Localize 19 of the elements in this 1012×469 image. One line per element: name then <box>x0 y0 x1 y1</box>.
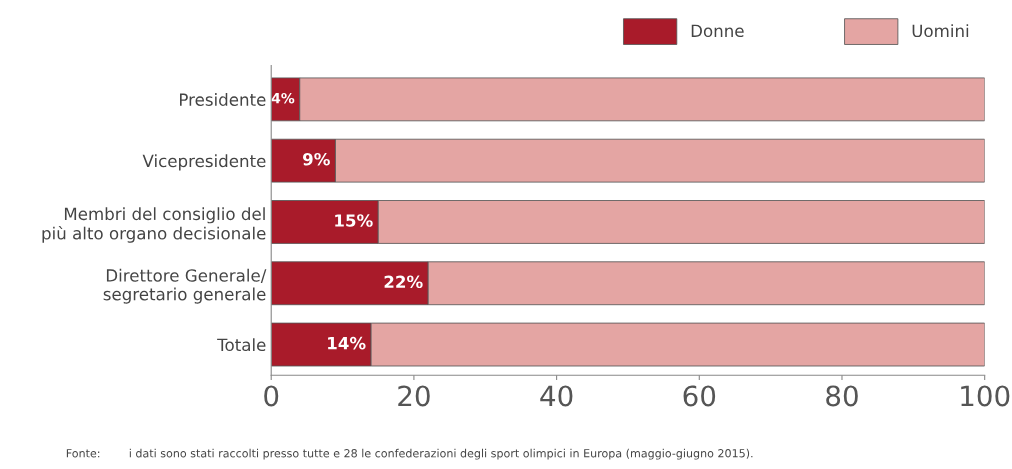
legend-label: Uomini <box>912 24 969 38</box>
x-tick-label: 80 <box>826 385 858 407</box>
x-tick-label: 20 <box>398 385 430 407</box>
data-label: 4% <box>271 92 295 104</box>
x-tick-label: 60 <box>683 385 716 407</box>
x-tick-label: 40 <box>540 385 573 407</box>
data-label: 14% <box>328 336 366 350</box>
y-tick-label: Vicepresidente <box>142 154 266 171</box>
x-tick-label: 0 <box>264 385 279 407</box>
data-label: 22% <box>384 275 423 289</box>
y-tick-label: Presidente <box>180 93 266 106</box>
data-label: 9% <box>303 152 330 166</box>
legend-label: Donne <box>691 24 744 38</box>
y-tick-label: Membri del consiglio del più alto organo decisionale <box>42 207 266 243</box>
x-tick-label: 100 <box>961 385 1010 407</box>
data-label: 15% <box>335 214 373 227</box>
y-tick-label: Totale <box>217 338 266 352</box>
source-note: Fonte: i dati sono stati raccolti presso tutte e 28 le confederazioni degli sport olimpici in Europa (maggio-giugno 2015). <box>66 448 753 460</box>
y-tick-label: Direttore Generale/ segretario generale <box>103 268 267 304</box>
